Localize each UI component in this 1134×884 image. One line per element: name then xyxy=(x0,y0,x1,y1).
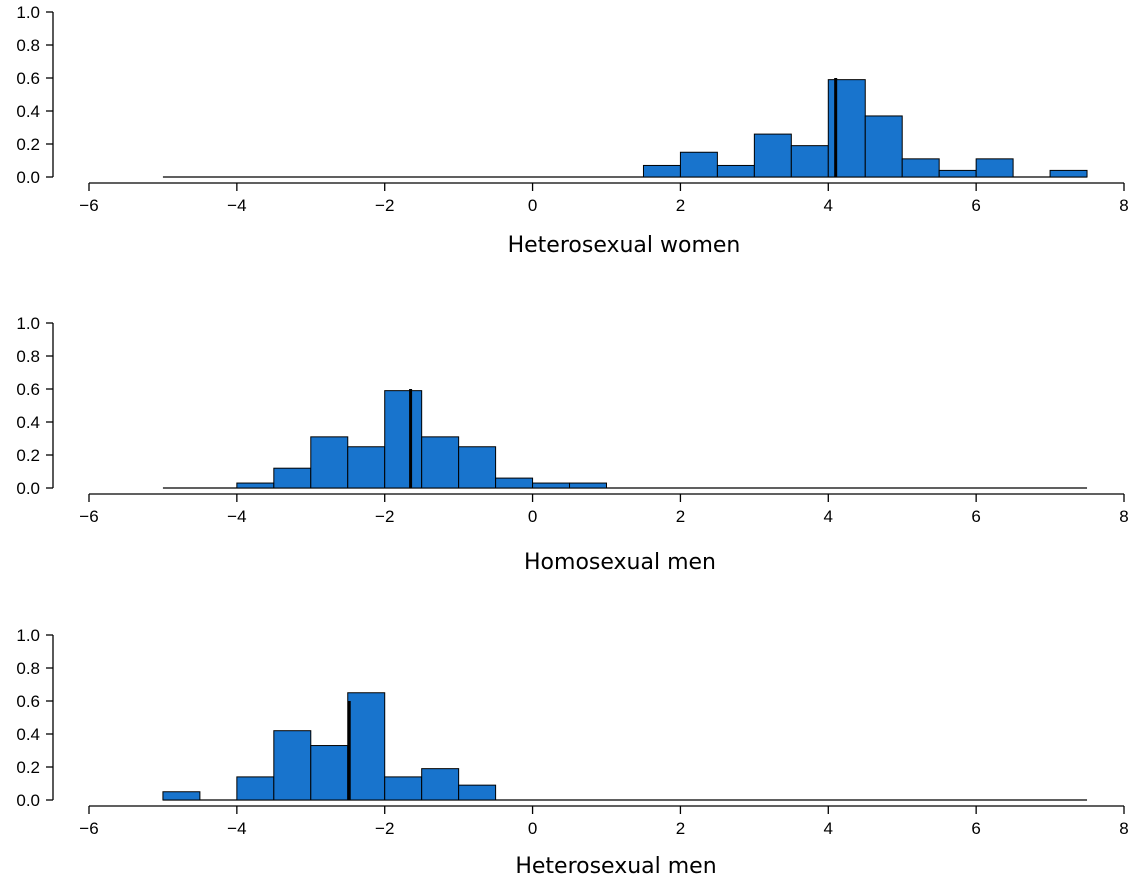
y-tick-label: 0.4 xyxy=(16,413,40,432)
y-tick-label: 0.6 xyxy=(16,692,40,711)
histogram-bar xyxy=(716,164,755,178)
histogram-bar xyxy=(532,482,571,489)
histogram-bar xyxy=(273,730,312,801)
histogram-bar xyxy=(1049,169,1088,178)
x-axis-title: Homosexual men xyxy=(524,550,716,575)
histogram-bar xyxy=(679,151,718,178)
panel-heterosexual-men: Heterosexual men −6 −4 −2 0 2 4 6 8 0.0 0.2 0.4 0.6… xyxy=(16,626,1128,879)
histogram-bar xyxy=(790,145,829,178)
histogram-bar xyxy=(421,436,460,489)
y-tick-label: 0.2 xyxy=(16,446,40,465)
y-tick-label: 0.6 xyxy=(16,69,40,88)
x-tick-label: 6 xyxy=(971,196,980,215)
histogram-bar xyxy=(938,169,977,178)
histogram-bar xyxy=(236,776,275,801)
histogram-bar xyxy=(864,115,903,178)
y-tick-label: 0.4 xyxy=(16,102,40,121)
y-tick-label: 1.0 xyxy=(16,314,40,333)
x-tick-label: 8 xyxy=(1119,507,1128,526)
y-tick-label: 0.8 xyxy=(16,347,40,366)
histogram-bar xyxy=(458,784,497,801)
panel-heterosexual-women: Heterosexual women −6 −4 −2 0 2 4 6 8 0.0 0.2 0.4 0… xyxy=(16,3,1128,258)
x-tick-label: 4 xyxy=(824,196,833,215)
x-tick-label: −6 xyxy=(79,507,98,526)
x-tick-label: 2 xyxy=(676,819,685,838)
y-tick-label: 0.4 xyxy=(16,725,40,744)
y-tick-label: 0.8 xyxy=(16,659,40,678)
histogram-bar xyxy=(310,436,349,489)
histogram-bar xyxy=(310,745,349,801)
histogram-bar xyxy=(827,79,866,178)
y-tick-label: 0.2 xyxy=(16,758,40,777)
y-tick-label: 0.0 xyxy=(16,791,40,810)
histogram-bar xyxy=(236,482,275,489)
x-axis-title: Heterosexual women xyxy=(508,233,741,258)
histogram-bar xyxy=(384,390,423,489)
histogram-bar xyxy=(421,768,460,801)
histogram-bar xyxy=(273,467,312,489)
x-axis-title: Heterosexual men xyxy=(515,854,716,879)
y-tick-label: 0.8 xyxy=(16,36,40,55)
x-tick-label: −6 xyxy=(79,819,98,838)
x-tick-label: −2 xyxy=(375,196,394,215)
panel-homosexual-men: Homosexual men −6 −4 −2 0 2 4 6 8 0.0 0.2 0.4 0.6 0.… xyxy=(16,314,1128,575)
x-tick-label: 2 xyxy=(676,196,685,215)
histogram-bar xyxy=(384,776,423,801)
histogram-bar xyxy=(901,158,940,178)
histogram-bar xyxy=(495,477,534,489)
x-tick-label: 4 xyxy=(824,819,833,838)
x-tick-label: 0 xyxy=(528,507,537,526)
y-tick-label: 0.2 xyxy=(16,135,40,154)
x-tick-label: 8 xyxy=(1119,819,1128,838)
x-tick-label: 0 xyxy=(528,196,537,215)
histogram-bar xyxy=(347,692,386,801)
histogram-bar xyxy=(162,791,201,801)
y-tick-label: 1.0 xyxy=(16,3,40,22)
x-tick-label: −2 xyxy=(375,819,394,838)
x-tick-label: −4 xyxy=(227,507,246,526)
y-tick-label: 1.0 xyxy=(16,626,40,645)
x-tick-label: −4 xyxy=(227,819,246,838)
histogram-bar xyxy=(753,133,792,178)
y-tick-label: 0.6 xyxy=(16,380,40,399)
histogram-bar xyxy=(458,446,497,489)
x-tick-label: 0 xyxy=(528,819,537,838)
x-tick-label: 2 xyxy=(676,507,685,526)
y-tick-label: 0.0 xyxy=(16,479,40,498)
x-tick-label: 6 xyxy=(971,819,980,838)
x-tick-label: 8 xyxy=(1119,196,1128,215)
histogram-bar xyxy=(975,158,1014,178)
x-tick-label: −6 xyxy=(79,196,98,215)
x-tick-label: −2 xyxy=(375,507,394,526)
histogram-bar xyxy=(642,164,681,178)
histogram-bar xyxy=(569,482,607,489)
x-tick-label: 4 xyxy=(824,507,833,526)
x-tick-label: −4 xyxy=(227,196,246,215)
histogram-bar xyxy=(347,446,386,489)
x-tick-label: 6 xyxy=(971,507,980,526)
y-tick-label: 0.0 xyxy=(16,168,40,187)
